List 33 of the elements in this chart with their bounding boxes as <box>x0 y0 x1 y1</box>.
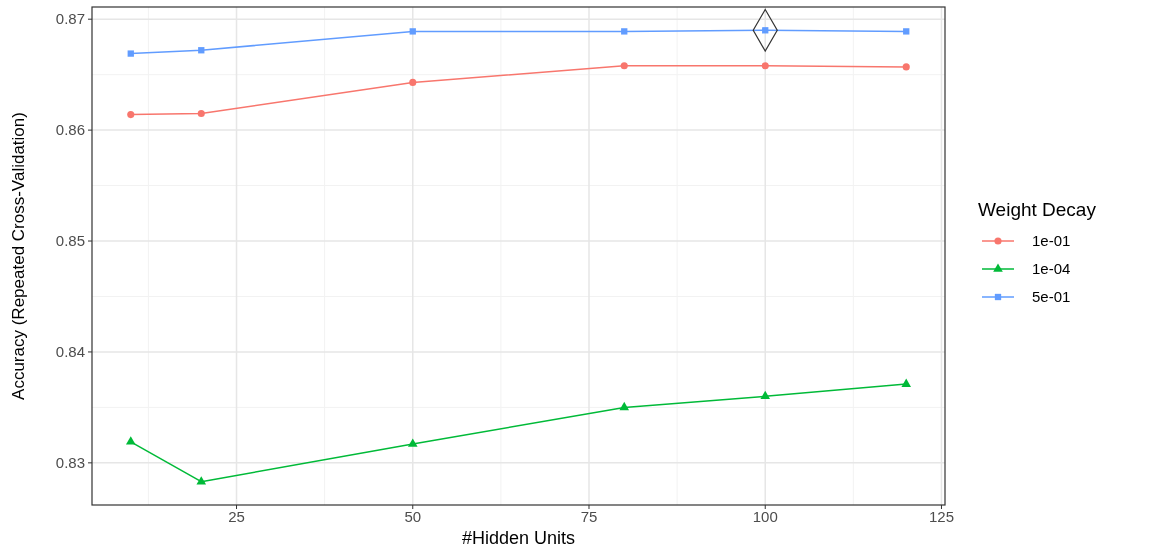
legend-label: 1e-01 <box>1032 232 1071 250</box>
y-tick-label: 0.83 <box>55 454 85 472</box>
point <box>901 378 912 387</box>
point <box>762 27 769 34</box>
point <box>198 47 205 54</box>
y-tick-label: 0.86 <box>55 121 85 139</box>
point <box>761 62 769 70</box>
point <box>197 109 205 118</box>
point <box>409 78 417 86</box>
point <box>760 390 771 400</box>
point <box>407 438 418 447</box>
y-tick-label: 0.85 <box>55 232 85 250</box>
x-tick-label: 125 <box>928 508 954 525</box>
point <box>621 28 628 35</box>
y-axis-title: Accuracy (Repeated Cross-Validation) <box>9 112 28 400</box>
point <box>620 62 628 70</box>
legend-label: 5e-01 <box>1032 288 1071 306</box>
point <box>619 401 630 411</box>
point <box>903 28 910 35</box>
point <box>409 28 416 35</box>
x-axis-title: #Hidden Units <box>461 528 576 548</box>
point <box>127 111 135 119</box>
legend-label: 1e-04 <box>1032 260 1071 278</box>
point <box>902 63 910 71</box>
x-tick-label: 75 <box>580 508 598 525</box>
point <box>125 436 136 445</box>
x-tick-label: 50 <box>404 508 422 525</box>
y-tick-label: 0.84 <box>55 343 85 361</box>
y-tick-label: 0.87 <box>55 10 85 28</box>
point <box>127 50 134 57</box>
legend-title: Weight Decay <box>978 199 1097 220</box>
x-tick-label: 25 <box>228 508 245 525</box>
x-tick-label: 100 <box>752 508 778 525</box>
